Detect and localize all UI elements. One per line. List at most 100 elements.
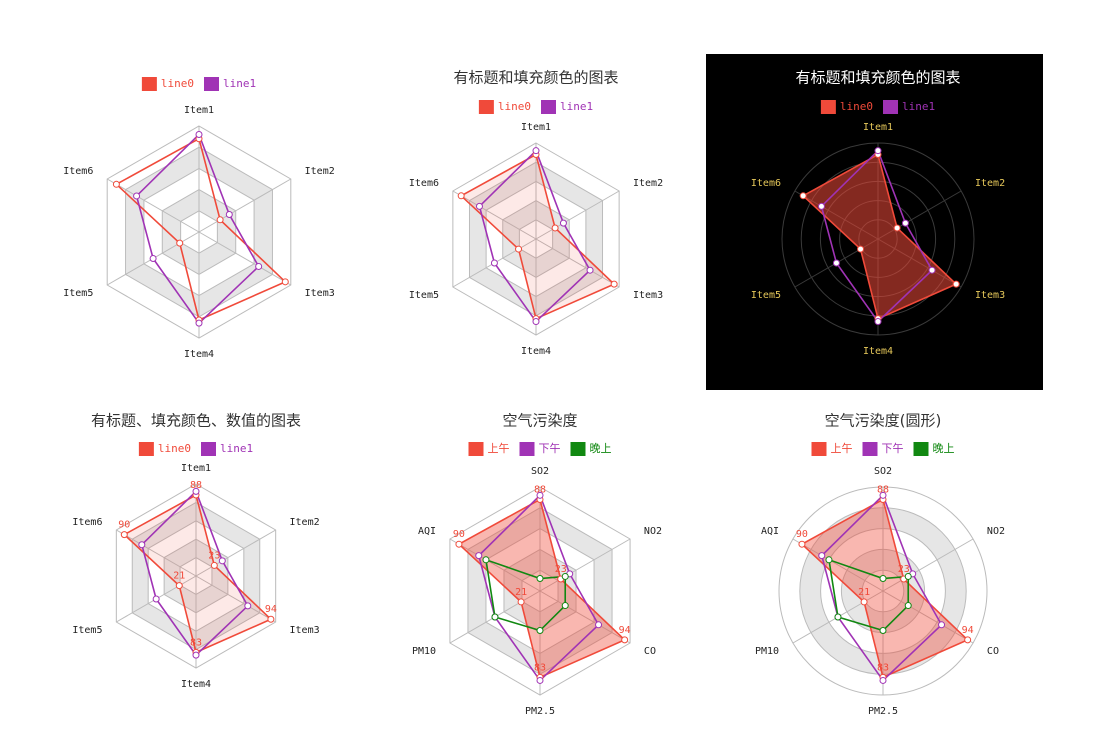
radar-chart: Item1 Item2 Item3 Item4 Item5 Item6 有标题和填充颜色的图… xyxy=(706,54,1043,390)
axis-label: PM2.5 xyxy=(525,706,555,717)
spoke xyxy=(449,538,541,592)
axis-label: PM2.5 xyxy=(868,706,898,717)
data-point xyxy=(192,651,200,659)
data-point xyxy=(621,636,629,644)
legend-label: 晚上 xyxy=(933,442,955,455)
legend: line0 line1 xyxy=(141,77,256,91)
data-point xyxy=(281,278,289,286)
legend-label: line0 xyxy=(498,100,531,113)
axis-label: CO xyxy=(644,646,656,657)
data-point xyxy=(595,621,603,629)
axis-label: Item1 xyxy=(181,463,211,474)
legend: 上午 下午 晚上 xyxy=(468,442,612,456)
data-point xyxy=(482,556,490,564)
data-point xyxy=(195,319,203,327)
data-point xyxy=(818,552,826,560)
radar-chart: Item1 Item2 Item3 Item4 Item5 Item6 88 23 94 83 21… xyxy=(72,412,319,691)
axis-label: Item3 xyxy=(305,288,335,299)
axis-label: Item1 xyxy=(184,105,214,116)
spoke xyxy=(116,529,197,577)
spoke xyxy=(539,538,631,592)
axis-label: Item4 xyxy=(521,346,551,357)
axis-label: PM10 xyxy=(412,646,436,657)
legend-swatch xyxy=(883,100,898,114)
legend-label: line0 xyxy=(158,442,191,455)
legend-swatch xyxy=(468,442,484,456)
axis-label: CO xyxy=(987,646,999,657)
axis-label: Item3 xyxy=(975,290,1005,301)
legend-swatch xyxy=(862,442,878,456)
legend: line0 line1 xyxy=(478,100,593,114)
data-point xyxy=(551,224,559,232)
legend-label: line0 xyxy=(161,77,194,90)
data-point xyxy=(536,627,544,635)
value-label: 21 xyxy=(515,587,527,598)
axis-label: SO2 xyxy=(874,466,892,477)
spoke xyxy=(195,575,276,623)
data-point xyxy=(857,245,865,253)
data-point xyxy=(517,598,525,606)
axis-label: Item3 xyxy=(633,290,663,301)
legend-swatch xyxy=(570,442,586,456)
data-point xyxy=(938,621,946,629)
data-point xyxy=(491,613,499,621)
spoke xyxy=(106,178,200,233)
value-label: 94 xyxy=(265,604,277,615)
data-point xyxy=(195,130,203,138)
legend: line0 line1 xyxy=(820,100,935,114)
spoke xyxy=(535,238,620,288)
axis-label: AQI xyxy=(418,526,436,537)
legend-swatch xyxy=(541,100,556,114)
data-point xyxy=(879,575,887,583)
data-point xyxy=(244,602,252,610)
data-point xyxy=(874,147,882,155)
legend-label: line1 xyxy=(560,100,593,113)
legend-label: line1 xyxy=(220,442,253,455)
axis-label: Item6 xyxy=(63,166,93,177)
axis-label: Item6 xyxy=(72,517,102,528)
value-label: 90 xyxy=(118,520,130,531)
spoke xyxy=(198,231,292,286)
data-point xyxy=(893,224,901,232)
legend-swatch xyxy=(478,100,494,114)
data-point xyxy=(149,255,157,262)
data-point xyxy=(255,262,263,270)
data-point xyxy=(834,613,842,621)
data-point xyxy=(860,598,868,606)
axis-label: Item6 xyxy=(751,178,781,189)
spoke xyxy=(792,538,884,592)
data-point xyxy=(952,280,960,288)
data-point xyxy=(536,491,544,499)
data-point xyxy=(176,239,184,247)
value-label: 90 xyxy=(796,529,808,540)
data-point xyxy=(532,147,540,155)
spoke xyxy=(882,538,974,592)
axis-label: Item1 xyxy=(863,122,893,133)
axis-label: Item5 xyxy=(409,290,439,301)
data-point xyxy=(192,487,200,495)
value-label: 21 xyxy=(173,571,185,582)
data-point xyxy=(536,575,544,583)
value-label: 94 xyxy=(619,625,631,636)
data-point xyxy=(879,676,887,684)
legend-swatch xyxy=(820,100,836,114)
radar-chart: Item1 Item2 Item3 Item4 Item5 Item6 line0 line1 xyxy=(63,77,335,360)
value-label: 90 xyxy=(453,529,465,540)
data-point xyxy=(799,192,807,200)
data-point xyxy=(475,552,483,560)
legend-swatch xyxy=(138,442,154,456)
axis-label: Item3 xyxy=(290,625,320,636)
spoke xyxy=(539,590,631,644)
axis-label: Item5 xyxy=(72,625,102,636)
legend-swatch xyxy=(913,442,929,456)
axis-label: Item2 xyxy=(975,178,1005,189)
legend-label: 上午 xyxy=(488,442,510,455)
data-point xyxy=(210,561,218,569)
data-point xyxy=(267,615,275,623)
spoke xyxy=(535,190,620,240)
legend-label: line1 xyxy=(223,77,256,90)
legend-label: line1 xyxy=(902,100,935,113)
spoke xyxy=(452,190,537,240)
data-point xyxy=(532,318,540,326)
legend-label: 上午 xyxy=(831,442,853,455)
